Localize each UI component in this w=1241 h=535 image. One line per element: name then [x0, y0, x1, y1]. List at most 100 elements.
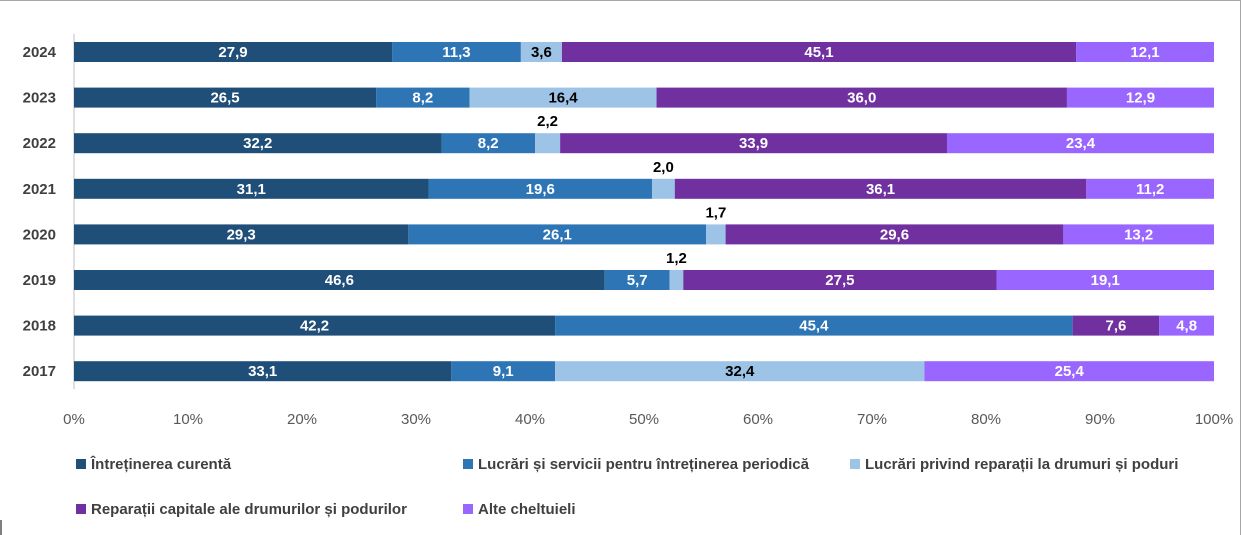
bar-2019-series-3 — [669, 270, 684, 290]
bar-2017-series-2 — [451, 361, 556, 382]
data-label-2018-series-4: 7,6 — [1106, 318, 1127, 335]
bar-2018-series-1 — [74, 315, 556, 336]
x-tick-label-0: 0% — [63, 411, 85, 428]
legend-label-4: Reparații capitale ale drumurilor și pod… — [91, 501, 407, 518]
bar-2023-series-4 — [656, 87, 1067, 108]
category-label-2019: 2019 — [23, 272, 56, 289]
data-label-2017-series-2: 9,1 — [493, 363, 514, 380]
category-label-2017: 2017 — [23, 363, 56, 380]
bar-2023-series-1 — [74, 87, 377, 108]
data-label-2024-series-5: 12,1 — [1130, 44, 1159, 61]
x-tick-label-7: 70% — [857, 411, 887, 428]
bar-2020-series-5 — [1063, 224, 1214, 245]
bar-2022-series-3 — [535, 133, 561, 154]
chart-frame-edge — [0, 520, 2, 535]
bar-2024-series-4 — [561, 42, 1077, 62]
data-label-2018-series-5: 4,8 — [1176, 318, 1197, 335]
bar-2018-series-4 — [1072, 315, 1160, 336]
data-label-2023-series-3: 16,4 — [548, 90, 578, 107]
bar-2020-series-2 — [408, 224, 707, 245]
legend-swatch-5 — [463, 504, 473, 514]
data-label-2022-series-2: 8,2 — [478, 135, 499, 152]
data-label-2019-series-5: 19,1 — [1091, 272, 1120, 289]
x-tick-label-10: 100% — [1195, 411, 1233, 428]
bar-2017-series-3 — [555, 361, 925, 382]
data-label-2019-series-3: 1,2 — [666, 250, 687, 267]
data-label-2022-series-1: 32,2 — [243, 135, 272, 152]
x-tick-label-6: 60% — [743, 411, 773, 428]
data-label-2023-series-4: 36,0 — [847, 90, 876, 107]
bar-2022-series-1 — [74, 133, 442, 154]
data-label-2023-series-2: 8,2 — [412, 90, 433, 107]
bar-2024-series-1 — [74, 42, 393, 62]
data-label-2019-series-1: 46,6 — [325, 272, 354, 289]
bar-2022-series-4 — [560, 133, 947, 154]
data-label-2024-series-2: 11,3 — [442, 44, 470, 61]
bar-2019-series-2 — [604, 270, 670, 290]
bar-2021-series-5 — [1086, 178, 1214, 199]
legend-swatch-1 — [76, 459, 86, 469]
data-label-2021-series-1: 31,1 — [237, 181, 266, 198]
legend-swatch-4 — [76, 504, 86, 514]
bar-2024-series-5 — [1076, 42, 1214, 62]
data-label-2020-series-2: 26,1 — [543, 226, 572, 243]
x-tick-label-1: 10% — [173, 411, 203, 428]
data-label-2024-series-1: 27,9 — [218, 44, 247, 61]
legend-label-5: Alte cheltuieli — [478, 501, 576, 518]
x-tick-label-2: 20% — [287, 411, 317, 428]
data-label-2018-series-1: 42,2 — [300, 318, 329, 335]
bar-2018-series-5 — [1159, 315, 1214, 336]
bar-2020-series-3 — [706, 224, 726, 245]
bar-2023-series-5 — [1066, 87, 1214, 108]
bar-2020-series-4 — [725, 224, 1064, 245]
category-label-2021: 2021 — [23, 181, 56, 198]
data-label-2022-series-4: 33,9 — [739, 135, 768, 152]
data-label-2020-series-5: 13,2 — [1124, 226, 1153, 243]
legend-swatch-2 — [463, 459, 473, 469]
bar-2017-series-5 — [924, 361, 1214, 382]
bar-2023-series-3 — [469, 87, 657, 108]
bar-2022-series-2 — [441, 133, 536, 154]
data-label-2019-series-2: 5,7 — [627, 272, 648, 289]
bar-2021-series-4 — [674, 178, 1087, 199]
category-label-2024: 2024 — [23, 44, 57, 61]
data-label-2024-series-4: 45,1 — [804, 44, 833, 61]
category-label-2020: 2020 — [23, 226, 56, 243]
category-label-2023: 2023 — [23, 90, 56, 107]
bar-2024-series-3 — [520, 42, 562, 62]
data-label-2017-series-5: 25,4 — [1055, 363, 1085, 380]
x-tick-label-8: 80% — [971, 411, 1001, 428]
data-label-2018-series-2: 45,4 — [799, 318, 829, 335]
bar-2023-series-2 — [376, 87, 470, 108]
data-label-2019-series-4: 27,5 — [825, 272, 854, 289]
x-tick-label-3: 30% — [401, 411, 431, 428]
data-label-2020-series-3: 1,7 — [705, 204, 726, 221]
x-tick-label-9: 90% — [1085, 411, 1115, 428]
bar-2019-series-1 — [74, 270, 605, 290]
data-label-2022-series-5: 23,4 — [1066, 135, 1096, 152]
bar-2021-series-2 — [428, 178, 652, 199]
data-label-2017-series-3: 32,4 — [725, 363, 755, 380]
bar-2019-series-4 — [683, 270, 997, 290]
bar-2024-series-2 — [392, 42, 521, 62]
data-label-2021-series-2: 19,6 — [526, 181, 555, 198]
data-label-2024-series-3: 3,6 — [531, 44, 552, 61]
data-label-2023-series-1: 26,5 — [210, 90, 239, 107]
category-label-2022: 2022 — [23, 135, 56, 152]
data-label-2020-series-1: 29,3 — [227, 226, 256, 243]
bar-2018-series-2 — [555, 315, 1073, 336]
x-tick-label-5: 50% — [629, 411, 659, 428]
legend-label-3: Lucrări privind reparații la drumuri și … — [865, 456, 1178, 473]
data-label-2021-series-4: 36,1 — [866, 181, 895, 198]
bar-2017-series-1 — [74, 361, 452, 382]
bar-2020-series-1 — [74, 224, 409, 245]
category-label-2018: 2018 — [23, 318, 56, 335]
legend-swatch-3 — [850, 459, 860, 469]
data-label-2023-series-5: 12,9 — [1126, 90, 1155, 107]
bar-2019-series-5 — [996, 270, 1214, 290]
bar-2022-series-5 — [946, 133, 1214, 154]
x-tick-label-4: 40% — [515, 411, 545, 428]
data-label-2020-series-4: 29,6 — [880, 226, 909, 243]
data-label-2022-series-3: 2,2 — [537, 113, 558, 130]
